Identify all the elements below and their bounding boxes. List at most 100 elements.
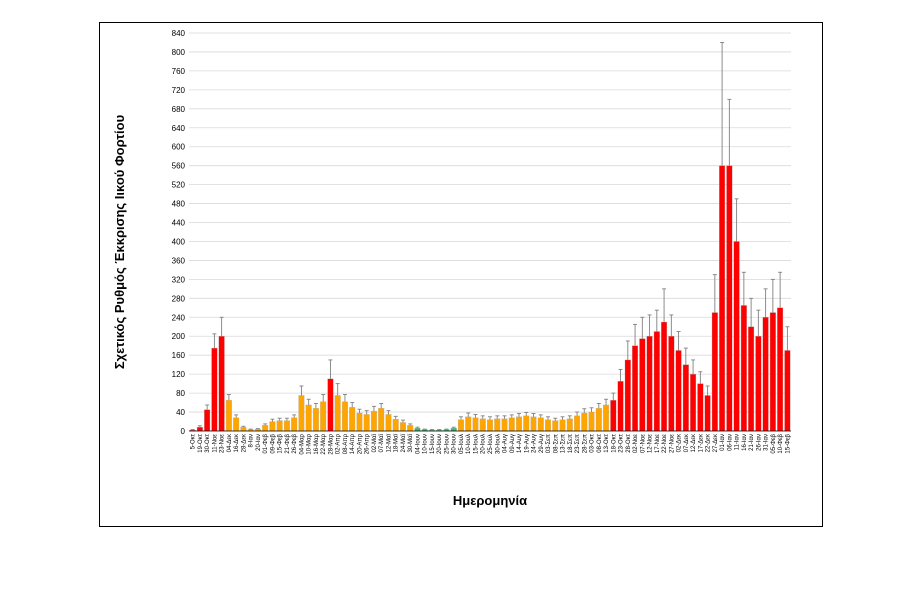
y-tick-label: 160 xyxy=(172,351,186,360)
bar xyxy=(494,418,501,432)
bar xyxy=(414,428,421,432)
bar xyxy=(320,401,327,432)
x-tick-label: 02-Απρ xyxy=(336,433,342,454)
x-tick-label: 15-Φεβ xyxy=(278,433,284,453)
bar xyxy=(458,419,464,432)
bar xyxy=(639,338,646,432)
x-tick-label: 30-Ιουν xyxy=(452,434,458,454)
x-tick-label: 15-Φεβ xyxy=(785,433,791,453)
x-tick-label: 21-Ιαν xyxy=(749,434,755,451)
y-tick-label: 360 xyxy=(172,256,186,265)
x-tick-label: 11-Ιαν xyxy=(735,434,741,450)
y-tick-label: 840 xyxy=(172,29,186,38)
bar xyxy=(523,415,530,432)
y-tick-label: 640 xyxy=(172,124,186,133)
bar xyxy=(334,395,341,432)
x-tick-label: 07-Νοε xyxy=(640,434,646,453)
bar xyxy=(537,417,544,432)
x-tick-label: 20-Ιουν xyxy=(437,434,443,454)
x-tick-label: 11-Νοε xyxy=(212,434,218,453)
x-tick-label: 28-Μαρ xyxy=(328,433,334,454)
x-tick-label: 19-Οκτ xyxy=(198,433,204,452)
x-tick-label: 20-Ιουλ xyxy=(481,434,487,454)
bar xyxy=(465,416,472,432)
x-tick-label: 26-Ιαν xyxy=(756,434,762,451)
y-axis-title: Σχετικός Ρυθμός Έκκρισης Ιικού Φορτίου xyxy=(112,114,127,369)
x-tick-label: 08-Οκτ xyxy=(597,433,603,452)
x-tick-label: 02-Μαϊ xyxy=(372,433,378,452)
y-tick-label: 200 xyxy=(172,332,186,341)
x-tick-label: 8-Ιαν xyxy=(249,434,255,447)
bar xyxy=(385,414,392,432)
error-bars xyxy=(190,42,790,431)
bar xyxy=(211,347,218,432)
bar xyxy=(356,412,363,432)
x-tick-label: 20-Απρ xyxy=(357,433,363,454)
bar xyxy=(653,331,660,432)
x-tick-label: 15-Ιουν xyxy=(430,434,436,454)
y-tick-label: 600 xyxy=(172,143,186,152)
x-tick-label: 21-Φεβ xyxy=(285,433,291,453)
bar xyxy=(690,373,697,432)
bar xyxy=(370,410,377,432)
bar xyxy=(748,326,755,432)
x-tick-label: 18-Οκτ xyxy=(611,433,617,452)
x-tick-label: 23-Νοε xyxy=(220,434,226,453)
x-tick-label: 28-Οκτ xyxy=(626,433,632,452)
y-tick-label: 720 xyxy=(172,86,186,95)
x-tick-label: 26-Φεβ xyxy=(292,433,298,453)
x-tick-label: 10-Ιουλ xyxy=(466,434,472,454)
bar xyxy=(588,411,595,432)
x-tick-label: 27-Δεκ xyxy=(713,433,719,452)
bar xyxy=(479,418,486,432)
x-tick-label: 31-Ιαν xyxy=(764,434,770,451)
x-tick-label: 19-Αυγ xyxy=(524,434,530,453)
bar xyxy=(603,404,610,432)
bar xyxy=(574,415,581,432)
chart-svg: 0 40 80 120 160 200 240 280 320 360 400 440 480 520 56… xyxy=(112,29,791,508)
x-tick-label: 29-Αυγ xyxy=(539,434,545,453)
x-tick-label: 17-Νοε xyxy=(655,434,661,453)
x-tick-label: 28-Δεκ xyxy=(241,433,247,452)
x-tick-label: 15-Ιουλ xyxy=(473,434,479,454)
x-tick-label: 14-Αυγ xyxy=(517,434,523,453)
x-tick-label: 09-Φεβ xyxy=(270,433,276,453)
y-tick-labels: 0 40 80 120 160 200 240 280 320 360 400 440 480 520 56… xyxy=(172,29,186,436)
x-tick-label: 10-Φεβ xyxy=(778,433,784,453)
x-tick-label: 24-Αυγ xyxy=(532,434,538,453)
bar xyxy=(399,422,406,432)
x-tick-label: 12-Μαϊ xyxy=(386,433,392,452)
bar xyxy=(269,421,276,432)
y-tick-label: 560 xyxy=(172,162,186,171)
bar xyxy=(777,307,784,432)
chart-frame: 0 40 80 120 160 200 240 280 320 360 400 440 480 520 56… xyxy=(99,22,823,527)
x-tick-label: 5-Οκτ xyxy=(191,433,197,449)
bar xyxy=(341,401,348,432)
x-tick-label: 23-Σεπ xyxy=(575,434,581,453)
y-tick-label: 480 xyxy=(172,200,186,209)
x-tick-label: 30-Οκτ xyxy=(205,433,211,452)
bar xyxy=(733,241,740,432)
bar xyxy=(233,417,240,432)
y-tick-label: 680 xyxy=(172,105,186,114)
x-tick-label: 01-Φεβ xyxy=(263,433,269,453)
bar xyxy=(726,165,733,432)
bar xyxy=(240,427,247,432)
x-tick-label: 25-Ιουλ xyxy=(488,434,494,454)
x-tick-label: 04-Αυγ xyxy=(503,434,509,453)
bar xyxy=(704,395,711,432)
bar xyxy=(312,408,319,432)
x-tick-label: 06-Ιαν xyxy=(727,434,733,451)
bar xyxy=(262,425,269,432)
y-tick-label: 520 xyxy=(172,181,186,190)
bar xyxy=(552,420,559,432)
bar xyxy=(755,336,762,432)
x-tick-label: 22-Νοε xyxy=(662,434,668,453)
x-tick-label: 25-Ιουν xyxy=(444,434,450,454)
bar xyxy=(450,428,457,432)
y-tick-label: 440 xyxy=(172,219,186,228)
bar xyxy=(530,416,537,432)
x-tick-label: 05-Ιουλ xyxy=(459,434,465,454)
x-tick-label: 30-Ιουλ xyxy=(495,434,501,454)
bar xyxy=(407,425,414,432)
